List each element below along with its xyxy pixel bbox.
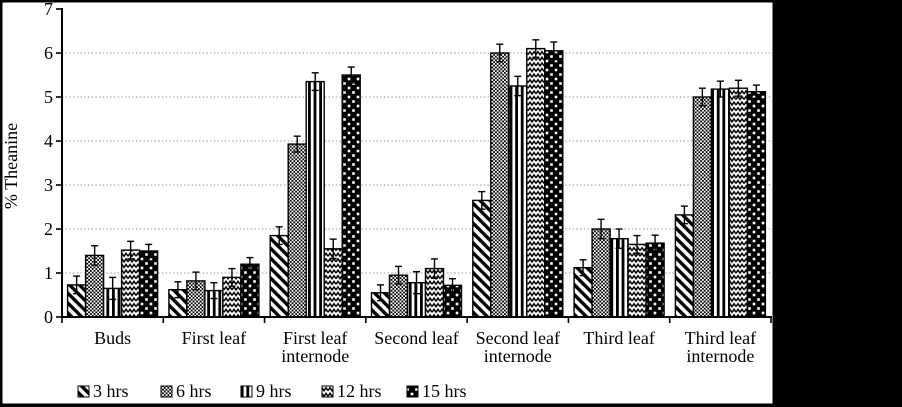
- error-bar: [680, 205, 688, 225]
- error-bar: [347, 66, 355, 84]
- error-bar: [651, 234, 659, 252]
- legend-label-6hrs: 6 hrs: [176, 381, 212, 401]
- y-tick-label-5: 5: [44, 87, 53, 107]
- x-category-label: Buds: [94, 328, 131, 348]
- x-category-label: Third leaf: [685, 328, 756, 348]
- error-bar: [698, 87, 706, 107]
- bar-6hrs-second-leaf-internode: [490, 52, 510, 318]
- bar-15hrs-first-leaf-internode: [341, 74, 361, 318]
- frame-left-strip: [0, 0, 3, 407]
- bar-15hrs-second-leaf-internode: [544, 50, 564, 318]
- error-bar: [329, 238, 337, 260]
- legend: 3 hrs 6 hrs 9 hrs 12 hrs 15 hrs: [77, 381, 467, 401]
- error-bar: [478, 190, 486, 210]
- bar-9hrs-first-leaf-internode: [305, 80, 325, 318]
- error-bar: [532, 39, 540, 59]
- axes-layer: [56, 8, 772, 323]
- x-category-label: First leaf: [182, 328, 247, 348]
- x-category-label: internode: [686, 346, 754, 366]
- bar-6hrs-first-leaf-internode: [287, 143, 307, 318]
- error-bar: [615, 228, 623, 250]
- bar-12hrs-buds: [120, 249, 141, 318]
- frame-top-strip: [0, 0, 902, 3]
- error-bar: [109, 276, 117, 301]
- bar-15hrs-buds: [138, 250, 159, 318]
- error-bar: [550, 41, 558, 61]
- error-bar: [431, 258, 438, 279]
- bar-15hrs-first-leaf: [240, 263, 260, 318]
- x-category-label: internode: [484, 346, 552, 366]
- error-bar: [228, 267, 236, 287]
- error-bar: [514, 75, 522, 97]
- bar-3hrs-third-leaf-internode: [674, 214, 695, 318]
- bar-12hrs-third-leaf-internode: [728, 87, 749, 318]
- error-bar: [449, 278, 456, 293]
- error-bar: [192, 271, 200, 291]
- x-category-label: Second leaf: [374, 328, 458, 348]
- legend-label-3hrs: 3 hrs: [93, 381, 129, 401]
- bar-3hrs-second-leaf-internode: [472, 199, 492, 318]
- error-bar: [73, 275, 81, 295]
- y-tick-label-6: 6: [44, 43, 53, 63]
- bar-9hrs-third-leaf: [609, 237, 629, 318]
- y-tick-label-3: 3: [44, 175, 53, 195]
- y-tick-label-1: 1: [44, 263, 53, 283]
- error-bar: [145, 243, 153, 259]
- bar-12hrs-second-leaf-internode: [526, 47, 546, 318]
- bar-15hrs-third-leaf-internode: [746, 90, 767, 318]
- y-tick-label-2: 2: [44, 219, 53, 239]
- error-bar: [91, 245, 99, 266]
- error-bar: [633, 234, 641, 254]
- legend-swatch-6hrs: [160, 385, 173, 398]
- legend-swatch-9hrs: [240, 385, 253, 398]
- y-tick-label-7: 7: [44, 0, 53, 19]
- legend-swatch-12hrs: [321, 385, 334, 398]
- legend-label-15hrs: 15 hrs: [422, 381, 467, 401]
- frame-right-band: [772, 0, 902, 404]
- bar-15hrs-third-leaf: [645, 242, 665, 318]
- error-bar: [413, 270, 420, 295]
- bar-9hrs-third-leaf-internode: [710, 88, 731, 318]
- y-tick-label-0: 0: [44, 307, 53, 327]
- bars-layer: [66, 39, 767, 318]
- error-bar: [377, 284, 384, 302]
- error-bar: [127, 240, 135, 260]
- error-bar: [246, 256, 254, 272]
- error-bar: [174, 281, 182, 299]
- legend-label-9hrs: 9 hrs: [256, 381, 292, 401]
- x-category-label: First leaf: [283, 328, 348, 348]
- error-bar: [734, 79, 742, 97]
- error-bar: [210, 281, 218, 300]
- frame-bottom-strip: [0, 403, 902, 407]
- error-bar: [293, 135, 301, 153]
- error-bar: [597, 218, 605, 240]
- bar-6hrs-third-leaf-internode: [692, 96, 713, 318]
- error-bar: [579, 259, 587, 277]
- legend-label-12hrs: 12 hrs: [337, 381, 382, 401]
- bar-12hrs-third-leaf: [627, 243, 647, 318]
- x-category-label: internode: [281, 346, 349, 366]
- error-bar: [496, 43, 504, 63]
- error-bar: [752, 84, 760, 100]
- legend-swatch-15hrs: [406, 385, 419, 398]
- error-bar: [716, 80, 724, 98]
- error-bar: [395, 265, 402, 285]
- error-bar: [311, 72, 319, 92]
- bar-6hrs-third-leaf: [591, 228, 611, 318]
- x-category-label: Third leaf: [583, 328, 654, 348]
- y-tick-label-4: 4: [44, 131, 53, 151]
- y-axis-title: % Theanine: [1, 123, 21, 209]
- x-category-label: Second leaf: [476, 328, 560, 348]
- gridlines-layer: [62, 52, 772, 274]
- legend-swatch-3hrs: [77, 385, 90, 398]
- error-bar: [275, 226, 283, 246]
- bar-3hrs-first-leaf-internode: [269, 234, 289, 318]
- bar-9hrs-second-leaf-internode: [508, 85, 528, 318]
